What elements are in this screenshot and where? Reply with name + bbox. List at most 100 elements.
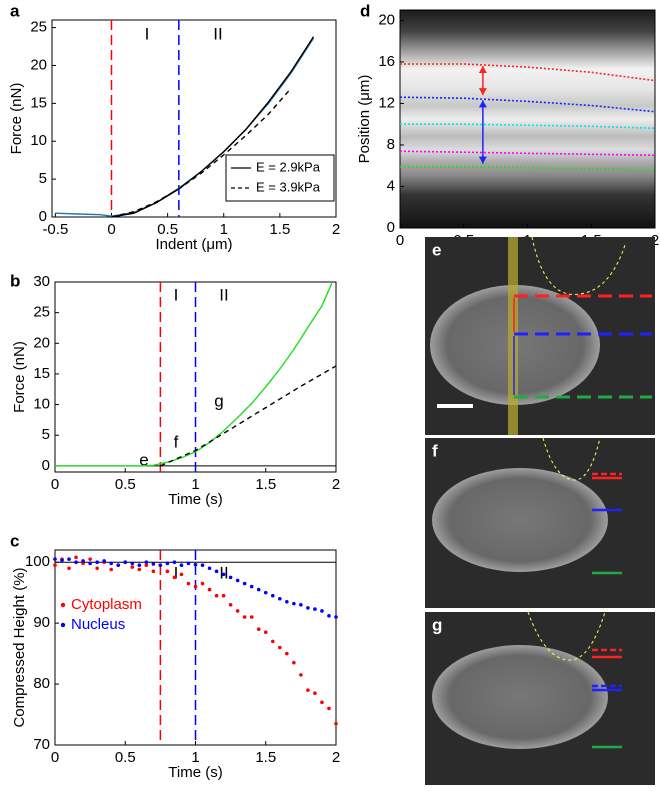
point bbox=[256, 587, 261, 592]
annotation: II bbox=[213, 24, 222, 43]
point bbox=[60, 558, 64, 563]
point bbox=[235, 609, 240, 613]
point bbox=[313, 607, 317, 611]
point bbox=[285, 651, 289, 656]
x-tick-label: 0.5 bbox=[115, 749, 136, 766]
point bbox=[144, 563, 149, 568]
point bbox=[285, 599, 289, 604]
point bbox=[165, 561, 170, 566]
y-tick-label: 30 bbox=[33, 273, 50, 290]
y-tick-label: 90 bbox=[33, 614, 50, 631]
point bbox=[292, 601, 296, 606]
point bbox=[88, 561, 92, 566]
point bbox=[299, 673, 303, 677]
point bbox=[172, 560, 177, 564]
micrograph-f bbox=[425, 437, 655, 608]
y-tick-label: 16 bbox=[378, 53, 395, 70]
y-tick-label: 25 bbox=[33, 304, 50, 321]
micrograph-e bbox=[425, 236, 655, 435]
point bbox=[193, 562, 198, 567]
point bbox=[151, 569, 156, 574]
x-axis-label: Indent (μm) bbox=[156, 236, 233, 253]
point bbox=[74, 555, 78, 560]
point bbox=[263, 590, 268, 595]
micrograph-g bbox=[425, 611, 655, 785]
x-tick-label: 2 bbox=[332, 476, 340, 493]
panel-label: g bbox=[432, 615, 442, 634]
arrow-head bbox=[478, 100, 487, 164]
legend-label: Nucleus bbox=[71, 616, 125, 633]
point bbox=[74, 560, 78, 564]
point bbox=[186, 581, 191, 586]
point bbox=[292, 660, 296, 665]
y-tick-label: 70 bbox=[33, 736, 50, 753]
y-tick-label: 15 bbox=[33, 365, 50, 382]
panel-label: c bbox=[10, 531, 19, 550]
y-axis-label: Force (nN) bbox=[11, 341, 28, 413]
point bbox=[137, 563, 142, 568]
point bbox=[109, 561, 113, 566]
annotation: I bbox=[174, 285, 179, 304]
point bbox=[137, 567, 142, 572]
y-tick-label: 5 bbox=[39, 170, 47, 187]
legend-label: E = 3.9kPa bbox=[256, 179, 321, 194]
point bbox=[306, 606, 310, 610]
point bbox=[228, 575, 233, 580]
point bbox=[270, 639, 275, 644]
legend-label: E = 2.9kPa bbox=[256, 159, 321, 174]
series-line bbox=[55, 282, 333, 467]
annotation: g bbox=[214, 391, 223, 410]
x-axis-label: Time (s) bbox=[168, 764, 222, 781]
point bbox=[214, 569, 219, 574]
point bbox=[123, 560, 128, 564]
annotation: e bbox=[139, 450, 148, 469]
y-tick-label: 0 bbox=[42, 457, 50, 474]
plot-frame bbox=[51, 19, 337, 218]
point bbox=[263, 630, 268, 635]
point bbox=[109, 567, 113, 572]
point bbox=[200, 563, 205, 568]
y-axis-label: Compressed Height (%) bbox=[11, 567, 28, 727]
point bbox=[165, 569, 170, 574]
point bbox=[313, 691, 317, 696]
point bbox=[242, 615, 247, 619]
annotation: II bbox=[219, 285, 228, 304]
point bbox=[95, 566, 99, 571]
point bbox=[327, 614, 331, 618]
point bbox=[179, 572, 184, 577]
point bbox=[193, 584, 198, 589]
point bbox=[207, 587, 212, 592]
y-tick-label: 5 bbox=[42, 426, 50, 443]
point bbox=[67, 557, 71, 561]
x-tick-label: 1.5 bbox=[255, 749, 276, 766]
panel-label: d bbox=[360, 1, 370, 20]
x-tick-label: 1 bbox=[191, 476, 199, 493]
point bbox=[95, 560, 99, 564]
point bbox=[207, 566, 212, 571]
x-tick-label: 1 bbox=[220, 221, 228, 238]
chart: d00.511.52048121620Time (s)Position (μm) bbox=[356, 1, 659, 263]
y-tick-label: 100 bbox=[25, 553, 50, 570]
point bbox=[249, 615, 254, 619]
y-tick-label: 10 bbox=[33, 396, 50, 413]
series-line bbox=[399, 96, 656, 113]
point bbox=[67, 566, 71, 571]
series-line bbox=[400, 123, 656, 130]
y-tick-label: 10 bbox=[30, 132, 47, 149]
point bbox=[53, 557, 57, 561]
point bbox=[151, 562, 156, 566]
point bbox=[102, 559, 106, 563]
y-tick-label: 0 bbox=[387, 219, 395, 236]
point bbox=[249, 584, 254, 589]
y-tick-label: 20 bbox=[30, 56, 47, 73]
point bbox=[306, 688, 310, 692]
x-tick-label: 2 bbox=[332, 221, 340, 238]
legend-swatch bbox=[60, 602, 66, 608]
panel-label: e bbox=[432, 240, 441, 259]
point bbox=[299, 603, 303, 607]
x-tick-label: 0 bbox=[51, 749, 59, 766]
panel-label: f bbox=[432, 441, 438, 460]
series-line bbox=[160, 365, 337, 467]
kymograph-image bbox=[400, 10, 655, 228]
